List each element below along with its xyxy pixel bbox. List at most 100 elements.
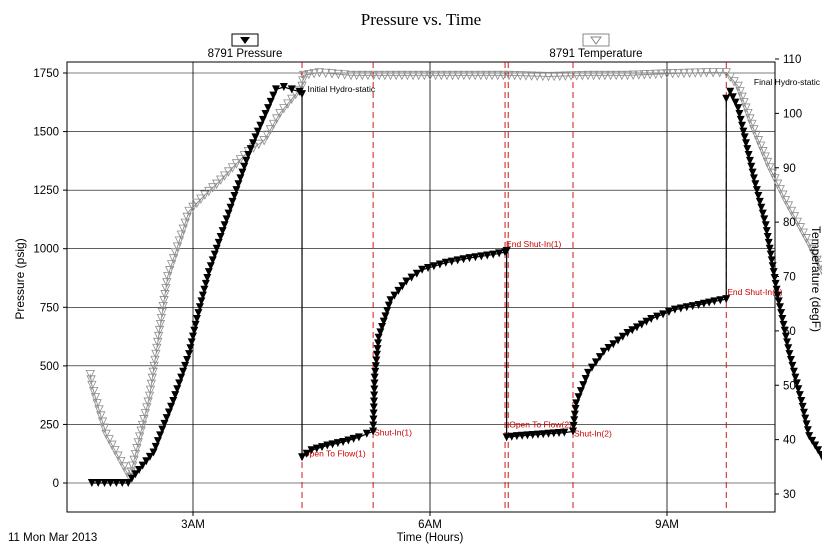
pressure-marker <box>167 402 176 411</box>
temperature-marker <box>314 68 325 78</box>
pressure-marker <box>127 474 136 483</box>
temperature-marker <box>321 68 331 79</box>
pressure-marker <box>572 399 581 408</box>
temperature-marker <box>275 108 285 119</box>
pressure-marker <box>264 104 273 113</box>
temperature-marker <box>425 70 435 81</box>
y-right-tick-label: 70 <box>783 272 796 284</box>
pressure-marker <box>739 127 748 136</box>
temperature-marker <box>751 130 761 141</box>
pressure-marker <box>200 285 209 294</box>
temperature-marker <box>227 163 238 173</box>
pressure-marker <box>370 391 379 400</box>
temperature-marker <box>239 151 249 161</box>
temperature-marker <box>741 103 751 113</box>
y-left-tick-label: 1000 <box>33 244 59 256</box>
pressure-marker <box>354 433 363 442</box>
pressure-marker <box>142 457 151 466</box>
pressure-marker <box>761 221 770 230</box>
temperature-marker <box>408 70 418 81</box>
pressure-marker <box>716 296 725 305</box>
temperature-marker <box>86 375 96 385</box>
pressure-marker <box>609 340 618 349</box>
temperature-marker <box>645 69 655 80</box>
temperature-marker <box>538 71 548 82</box>
pressure-marker <box>788 361 797 370</box>
pressure-marker <box>801 414 810 423</box>
pressure-marker <box>333 439 342 448</box>
pressure-marker <box>688 302 697 311</box>
pressure-marker <box>261 110 270 118</box>
temperature-marker <box>254 139 264 150</box>
pressure-marker <box>765 244 774 253</box>
pressure-marker <box>574 393 583 402</box>
temperature-marker <box>498 70 509 81</box>
pressure-marker <box>780 326 789 335</box>
pressure-marker <box>106 479 115 487</box>
temperature-marker <box>363 70 373 81</box>
temperature-marker <box>113 451 123 461</box>
y-left-tick-label: 1250 <box>33 185 59 197</box>
temperature-marker <box>430 70 441 81</box>
x-tick-label: 9AM <box>655 519 679 531</box>
chart-title: Pressure vs. Time <box>361 10 481 29</box>
pressure-marker <box>576 387 585 396</box>
temperature-marker <box>770 174 780 184</box>
pressure-marker <box>722 295 731 304</box>
temperature-marker <box>180 218 190 229</box>
pressure-marker <box>571 404 580 413</box>
pressure-marker <box>751 180 760 189</box>
pressure-marker <box>758 209 767 218</box>
pressure-marker <box>599 347 608 356</box>
temperature-marker <box>749 125 759 135</box>
pressure-marker <box>412 269 421 278</box>
pressure-marker <box>407 273 416 282</box>
x-axis-title: Time (Hours) <box>397 532 464 544</box>
temperature-marker <box>566 71 576 81</box>
temperature-marker <box>297 81 307 92</box>
temperature-marker <box>184 206 194 217</box>
pressure-marker <box>194 309 203 318</box>
temperature-marker <box>555 71 565 81</box>
temperature-marker <box>333 69 344 80</box>
pressure-marker <box>785 350 794 359</box>
temperature-marker <box>259 136 269 146</box>
pressure-marker <box>374 339 383 348</box>
temperature-legend-marker-icon <box>590 36 602 45</box>
pressure-marker <box>728 93 737 102</box>
temperature-marker <box>107 440 117 450</box>
pressure-marker <box>769 268 778 277</box>
pressure-marker <box>394 286 403 295</box>
temperature-marker <box>172 242 183 252</box>
temperature-marker <box>216 175 226 185</box>
pressure-marker <box>740 133 749 142</box>
pressure-marker <box>186 344 195 353</box>
temperature-legend-label: 8791 Temperature <box>549 48 642 60</box>
pressure-marker <box>792 379 801 388</box>
temperature-marker <box>219 171 230 181</box>
pressure-marker <box>279 83 288 92</box>
temperature-marker <box>679 68 689 79</box>
temperature-marker <box>487 70 497 81</box>
hydrostatic-annotation: Final Hydro-static <box>754 77 821 87</box>
temperature-marker <box>804 239 814 249</box>
pressure-marker <box>767 256 776 265</box>
pressure-marker <box>256 121 265 130</box>
pressure-marker <box>722 94 731 103</box>
temperature-marker <box>178 224 188 234</box>
pressure-marker <box>149 448 158 457</box>
y-left-tick-label: 750 <box>40 302 59 314</box>
pressure-marker <box>755 197 764 206</box>
temperature-marker <box>402 70 413 81</box>
pressure-marker <box>694 300 703 309</box>
pressure-marker <box>271 85 280 94</box>
pressure-marker <box>495 249 504 258</box>
pressure-marker <box>87 479 96 487</box>
pressure-marker <box>783 338 792 347</box>
temperature-marker <box>786 206 797 217</box>
temperature-marker <box>204 186 214 197</box>
pressure-marker <box>370 379 379 388</box>
temperature-marker <box>594 70 604 81</box>
pressure-marker <box>124 479 133 487</box>
